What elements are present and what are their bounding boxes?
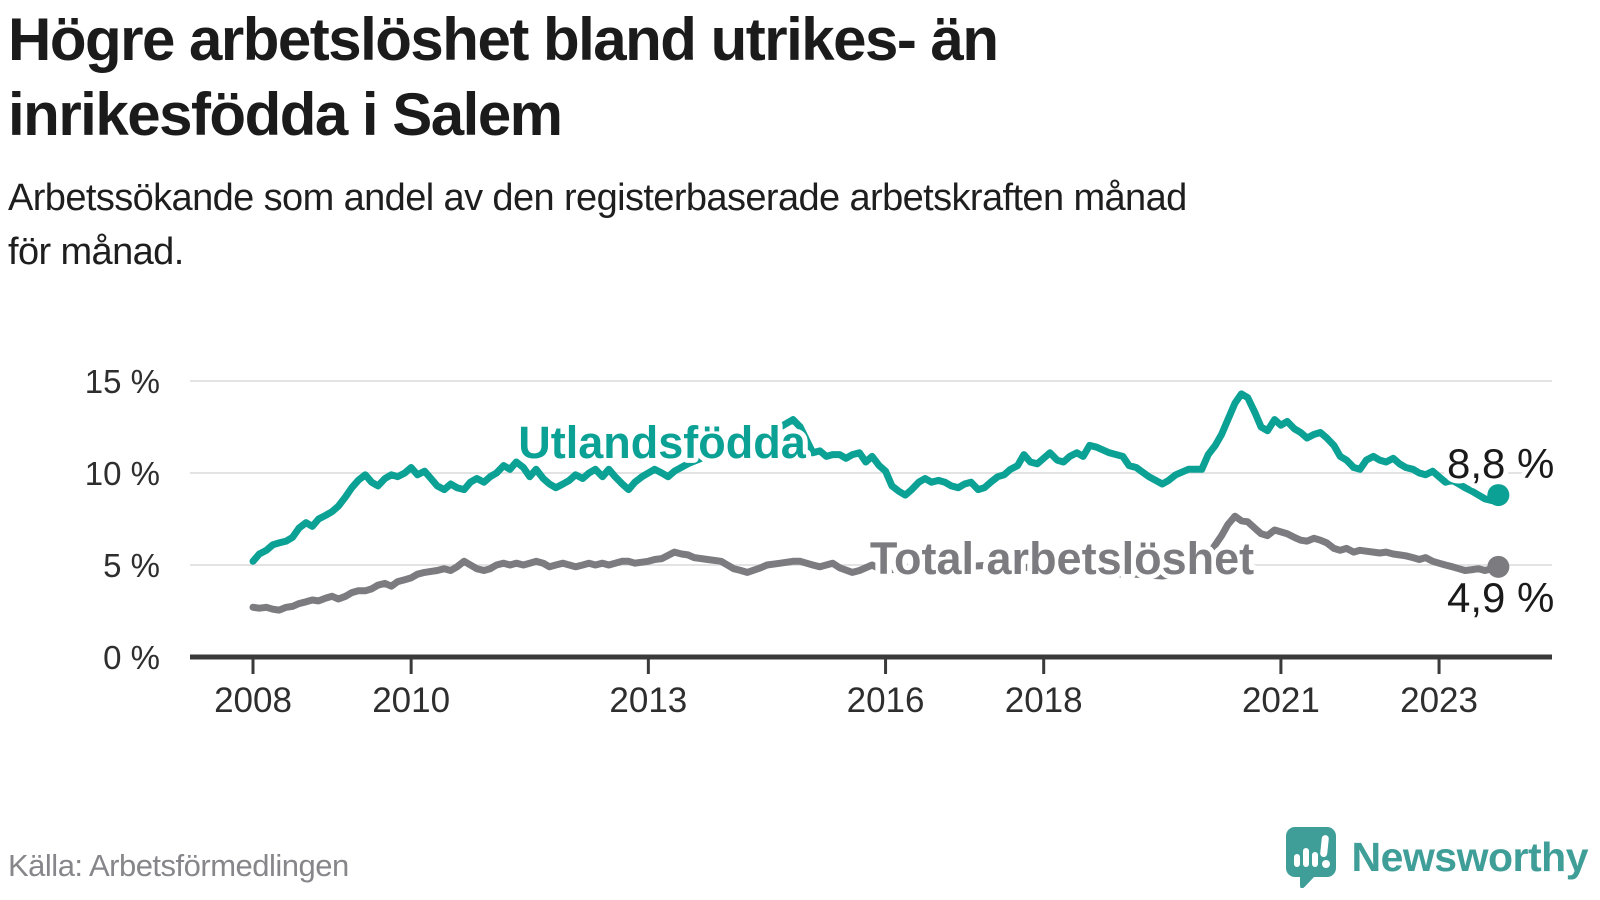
- end-value-label-total: 4,9 %: [1447, 574, 1554, 621]
- y-axis-label-10: 10 %: [85, 455, 160, 492]
- newsworthy-brand: Newsworthy: [1285, 826, 1589, 888]
- subtitle-line-1: Arbetssökande som andel av den registerb…: [8, 177, 1187, 219]
- y-axis-label-0: 0 %: [103, 639, 160, 676]
- end-value-label-utlandsfodda: 8,8 %: [1447, 440, 1554, 487]
- source-credit: Källa: Arbetsförmedlingen: [8, 848, 349, 883]
- x-axis-label-2016: 2016: [847, 681, 925, 720]
- y-axis-label-5: 5 %: [103, 547, 160, 584]
- x-axis-label-2023: 2023: [1400, 681, 1478, 720]
- series-label-utlandsfodda: Utlandsfödda: [518, 417, 806, 468]
- series-end-dot-total: [1487, 555, 1510, 578]
- y-axis-label-15: 15 %: [85, 363, 160, 400]
- series-label-total: Total arbetslöshet: [870, 533, 1254, 584]
- title-line-1: Högre arbetslöshet bland utrikes- än: [8, 6, 999, 73]
- chart-subtitle: Arbetssökande som andel av den registerb…: [8, 172, 1408, 280]
- chart-header: Högre arbetslöshet bland utrikes- än inr…: [8, 2, 1408, 280]
- subtitle-line-2: för månad.: [8, 230, 184, 273]
- x-axis-label-2008: 2008: [214, 681, 292, 720]
- x-axis-label-2018: 2018: [1005, 681, 1083, 720]
- series-line-utlandsfodda: [249, 390, 1502, 565]
- title-line-2: inrikesfödda i Salem: [8, 81, 563, 148]
- x-axis-label-2013: 2013: [609, 681, 687, 720]
- x-axis-label-2021: 2021: [1242, 681, 1320, 720]
- newsworthy-logo-icon: [1285, 827, 1336, 888]
- brand-name: Newsworthy: [1351, 833, 1589, 880]
- x-axis-label-2010: 2010: [372, 681, 450, 720]
- page-title: Högre arbetslöshet bland utrikes- än inr…: [8, 2, 1408, 152]
- series-end-dot-utlandsfodda: [1487, 484, 1510, 507]
- series-line-total: [249, 512, 1502, 614]
